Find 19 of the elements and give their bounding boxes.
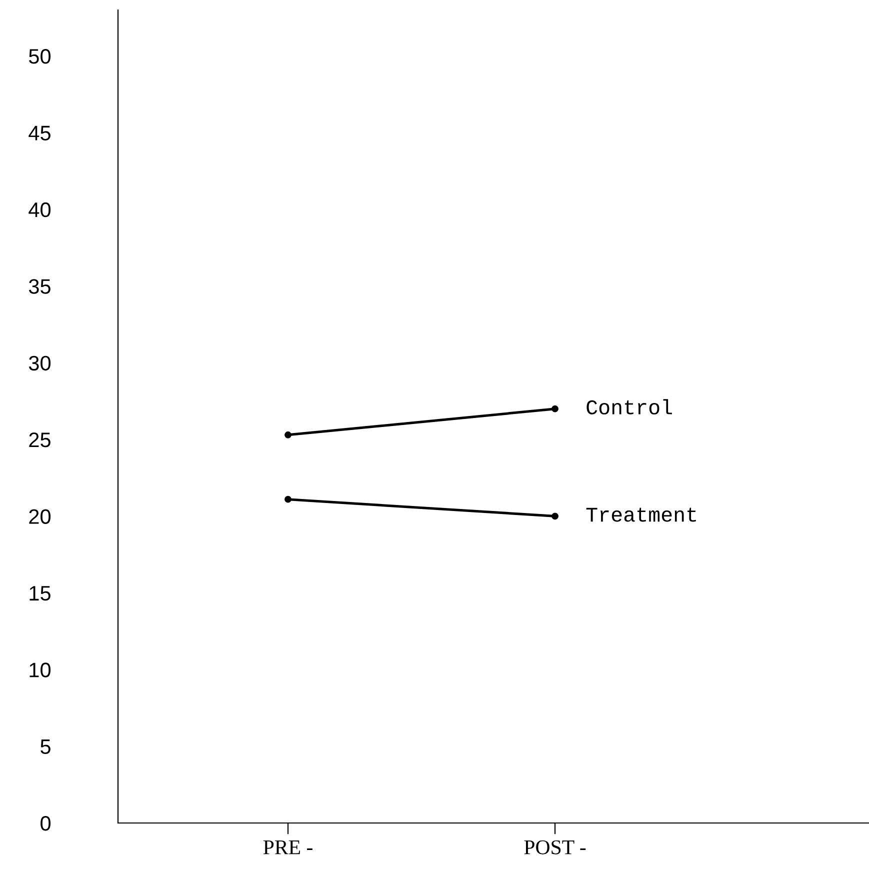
point — [284, 496, 292, 503]
series-label: Control — [586, 399, 672, 414]
y-tick-label: 15 — [30, 586, 50, 601]
y-tick-label: 0 — [40, 816, 51, 831]
point — [552, 405, 558, 412]
y-tick-label: 25 — [29, 432, 50, 448]
point — [552, 512, 558, 520]
y-tick-label: 50 — [28, 49, 51, 64]
y-tick-label: 40 — [28, 202, 51, 218]
y-tick-label: 30 — [28, 356, 51, 371]
y-tick-label: 10 — [30, 662, 51, 678]
y-tick-label: 5 — [40, 740, 50, 754]
point — [284, 431, 292, 438]
y-tick-label: 35 — [28, 279, 50, 294]
y-tick-label: 20 — [29, 509, 51, 524]
series-label: Treatment — [586, 508, 696, 522]
y-tick-label: 45 — [28, 126, 50, 140]
x-tick-label: POST - — [524, 840, 586, 854]
x-tick-label: PRE - — [263, 840, 312, 854]
